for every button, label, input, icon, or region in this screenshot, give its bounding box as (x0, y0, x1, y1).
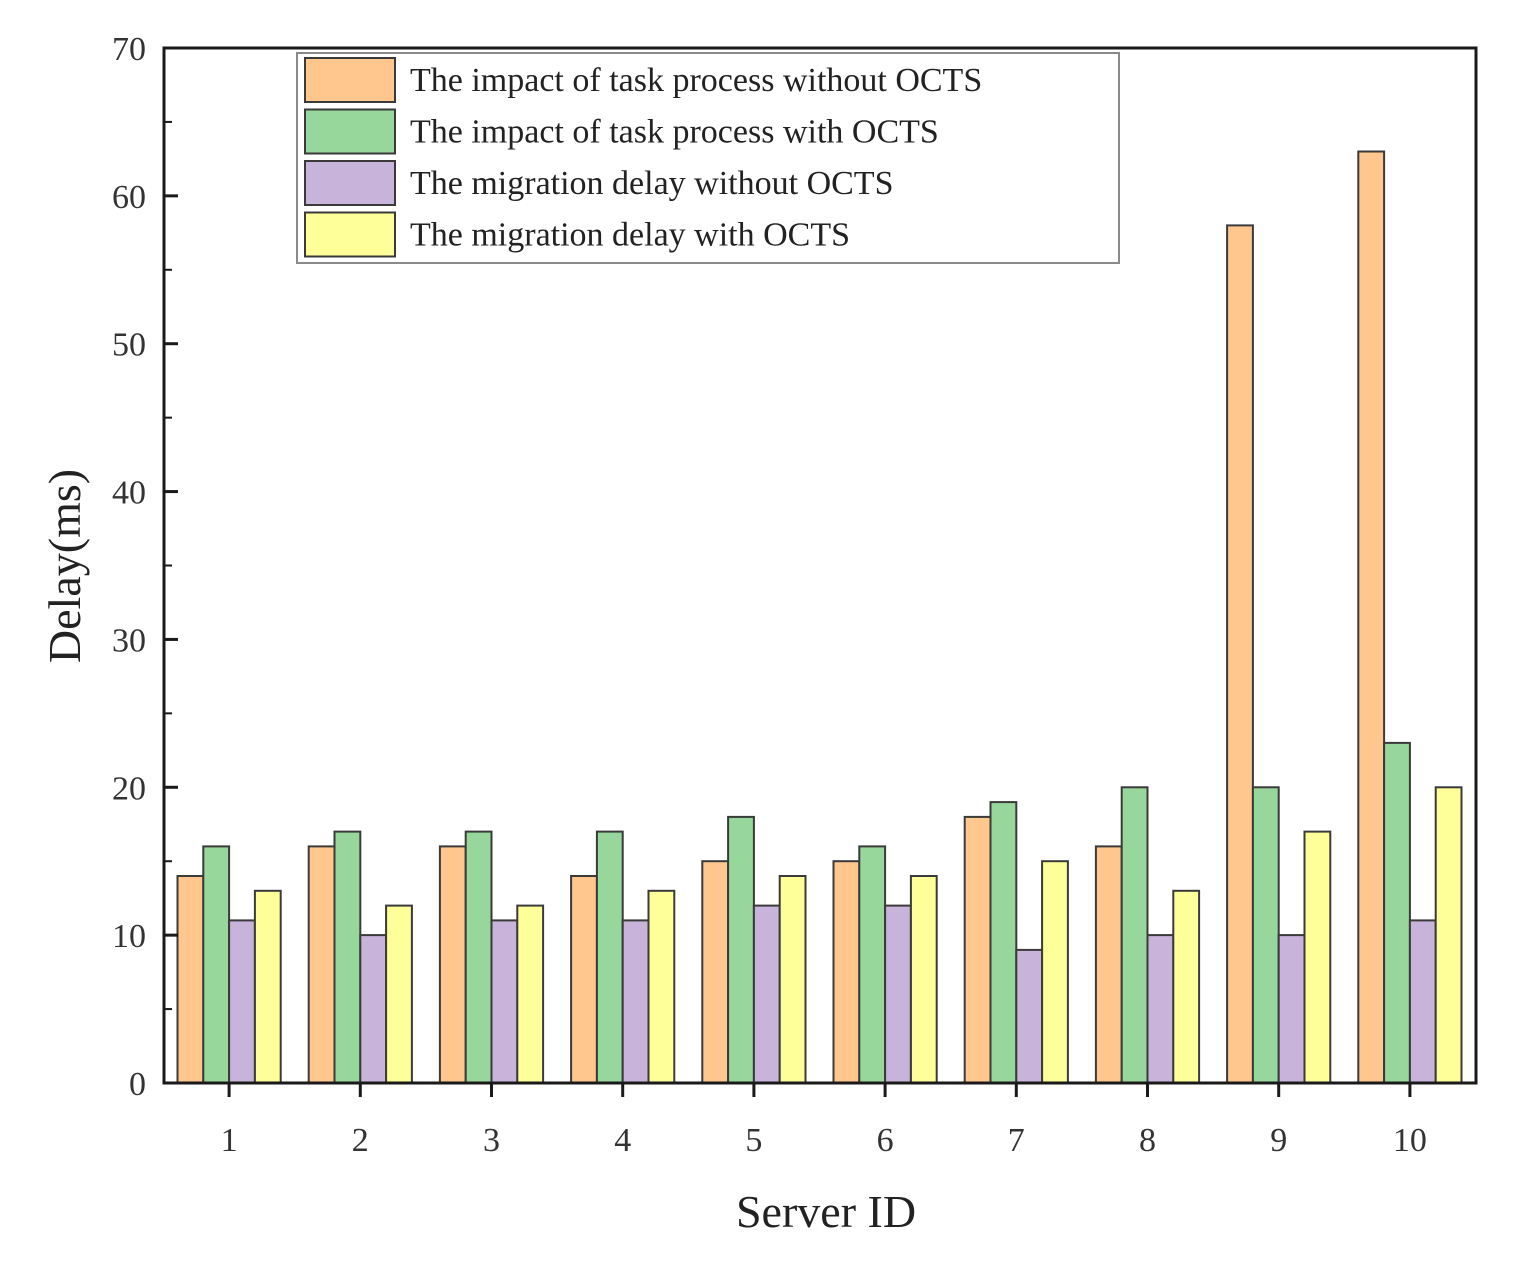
bar-series-3-server-10 (1408, 919, 1437, 1085)
bar-series-1-server-5 (701, 860, 730, 1085)
bar-series-4-server-1 (253, 889, 282, 1084)
bar-series-2-server-5 (727, 815, 755, 1085)
legend: The impact of task process without OCTS T… (296, 52, 1120, 264)
bar-series-2-server-9 (1251, 786, 1280, 1084)
bar-series-2-server-1 (202, 845, 231, 1085)
bar-series-1-server-8 (1094, 845, 1123, 1085)
x-axis-title: Server ID (736, 1186, 916, 1237)
bar-series-2-server-10 (1383, 741, 1411, 1085)
bar-series-4-server-3 (516, 904, 545, 1084)
bar-series-2-server-7 (989, 801, 1018, 1084)
bar-series-2-server-2 (333, 830, 362, 1084)
bars-layer (176, 150, 1463, 1085)
x-tick-label: 5 (745, 1122, 762, 1159)
y-tick-label: 70 (112, 31, 146, 68)
x-tick-label: 4 (614, 1122, 631, 1159)
bar-series-1-server-2 (307, 845, 336, 1085)
bar-series-4-server-4 (647, 889, 676, 1084)
legend-swatch-4 (304, 211, 396, 258)
y-tick-label: 60 (112, 179, 146, 216)
bar-series-4-server-5 (778, 875, 807, 1084)
bar-series-1-server-7 (963, 815, 992, 1085)
y-axis: 0 10 20 30 40 50 60 70 (112, 31, 178, 1103)
legend-swatch-2 (304, 108, 396, 155)
bar-series-1-server-1 (176, 875, 205, 1084)
bar-series-3-server-8 (1146, 934, 1175, 1084)
x-tick-label: 2 (352, 1122, 369, 1159)
x-tick-label: 9 (1270, 1122, 1287, 1159)
bar-series-3-server-5 (752, 904, 781, 1084)
bar-series-3-server-3 (490, 919, 519, 1085)
bar-series-3-server-9 (1277, 934, 1306, 1084)
legend-box (296, 52, 1120, 264)
bar-series-4-server-2 (385, 904, 413, 1084)
x-tick-label: 7 (1008, 1122, 1025, 1159)
bar-series-3-server-4 (621, 919, 650, 1085)
x-axis: 1 2 3 4 5 6 7 8 9 10 (221, 1083, 1427, 1159)
y-tick-label: 40 (112, 475, 146, 512)
bar-series-4-server-8 (1172, 889, 1201, 1084)
bar-series-4-server-9 (1303, 830, 1332, 1084)
x-tick-label: 1 (221, 1122, 238, 1159)
legend-label-4: The migration delay with OCTS (410, 217, 850, 254)
y-tick-label: 30 (112, 622, 146, 659)
x-tick-label: 6 (877, 1122, 894, 1159)
y-tick-label: 10 (112, 918, 146, 955)
bar-series-2-server-3 (464, 830, 493, 1084)
bar-series-4-server-7 (1041, 860, 1069, 1085)
bar-series-2-server-8 (1120, 786, 1149, 1084)
bar-series-3-server-6 (884, 904, 912, 1084)
y-tick-label: 20 (112, 770, 146, 807)
bar-series-1-server-10 (1357, 150, 1386, 1084)
bar-series-1-server-3 (438, 845, 467, 1085)
bar-series-3-server-2 (359, 934, 388, 1084)
legend-label-1: The impact of task process without OCTS (410, 62, 982, 99)
y-tick-label: 0 (129, 1066, 146, 1103)
bar-series-3-server-1 (228, 919, 256, 1085)
x-tick-label: 10 (1393, 1122, 1427, 1159)
legend-swatch-1 (304, 57, 396, 103)
bar-series-4-server-10 (1434, 786, 1463, 1084)
legend-swatch-3 (304, 160, 396, 206)
bar-series-4-server-6 (909, 875, 938, 1084)
bar-series-2-server-4 (595, 830, 624, 1084)
bar-series-2-server-6 (858, 845, 887, 1085)
y-tick-label: 50 (112, 327, 146, 364)
bar-series-1-server-9 (1226, 224, 1254, 1084)
bar-series-3-server-7 (1015, 948, 1044, 1085)
y-axis-title: Delay(ms) (39, 469, 90, 663)
bar-series-1-server-4 (570, 875, 598, 1084)
legend-label-2: The impact of task process with OCTS (410, 114, 939, 151)
legend-label-3: The migration delay without OCTS (410, 165, 894, 202)
x-tick-label: 8 (1139, 1122, 1156, 1159)
x-tick-label: 3 (483, 1122, 500, 1159)
bar-series-1-server-6 (832, 860, 861, 1085)
